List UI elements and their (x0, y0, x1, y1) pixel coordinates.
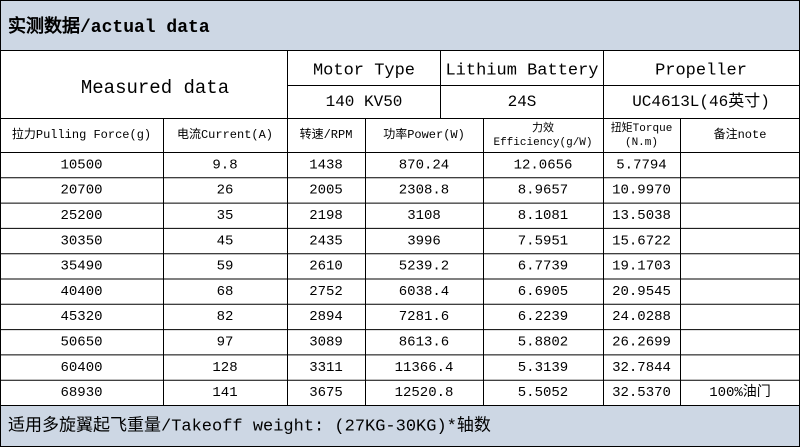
cell: 5.7794 (616, 157, 666, 173)
cell: 6038.4 (399, 284, 449, 300)
cell: 1438 (309, 157, 343, 173)
cell: 10.9970 (612, 183, 671, 199)
column-header: 转速/RPM (300, 126, 353, 142)
column-header: 备注note (714, 126, 767, 142)
footer: 适用多旋翼起飞重量/Takeoff weight: (27KG-30KG)*轴数 (8, 415, 491, 436)
cell: 19.1703 (612, 259, 671, 275)
cell: 2308.8 (399, 183, 449, 199)
cell: 97 (217, 334, 234, 350)
cell: 7.5951 (518, 233, 568, 249)
cell: 870.24 (399, 157, 449, 173)
column-header: (N.m) (625, 137, 658, 149)
cell: 3996 (407, 233, 441, 249)
cell: 45 (217, 233, 234, 249)
cell: 2198 (309, 208, 343, 224)
cell: 141 (212, 385, 237, 401)
cell: 68 (217, 284, 234, 300)
cell: 20.9545 (612, 284, 671, 300)
column-header: Efficiency(g/W) (493, 137, 592, 149)
battery-value: 24S (508, 93, 537, 111)
column-header: 拉力Pulling Force(g) (12, 126, 151, 142)
cell: 2894 (309, 309, 343, 325)
cell: 5.5052 (518, 385, 568, 401)
cell: 6.7739 (518, 259, 568, 275)
cell: 2610 (309, 259, 343, 275)
cell: 35490 (60, 259, 102, 275)
column-header: 电流Current(A) (177, 127, 273, 142)
cell: 45320 (60, 309, 102, 325)
propeller-value: UC4613L(46英寸) (632, 92, 770, 111)
cell: 5.3139 (518, 360, 568, 376)
propeller-label: Propeller (655, 61, 747, 80)
motor-value: 140 KV50 (326, 93, 403, 111)
measured-label: Measured data (81, 77, 229, 99)
cell: 50650 (60, 334, 102, 350)
cell: 6.6905 (518, 284, 568, 300)
cell: 12520.8 (395, 385, 454, 401)
cell: 32.5370 (612, 385, 671, 401)
cell: 26.2699 (612, 334, 671, 350)
cell: 3089 (309, 334, 343, 350)
cell: 82 (217, 309, 234, 325)
motor-label: Motor Type (313, 61, 415, 80)
cell: 8.1081 (518, 208, 568, 224)
cell: 20700 (60, 183, 102, 199)
column-header: 力效 (532, 120, 554, 135)
cell: 68930 (60, 385, 102, 401)
cell: 15.6722 (612, 233, 671, 249)
cell: 9.8 (212, 157, 237, 173)
column-header: 功率Power(W) (383, 126, 465, 142)
cell: 40400 (60, 284, 102, 300)
cell: 2435 (309, 233, 343, 249)
title: 实测数据/actual data (8, 15, 210, 38)
cell: 100%油门 (709, 384, 771, 401)
cell: 24.0288 (612, 309, 671, 325)
cell: 30350 (60, 233, 102, 249)
cell: 6.2239 (518, 309, 568, 325)
column-header: 扭矩Torque (611, 120, 673, 135)
cell: 3675 (309, 385, 343, 401)
cell: 3108 (407, 208, 441, 224)
cell: 128 (212, 360, 237, 376)
cell: 2005 (309, 183, 343, 199)
cell: 60400 (60, 360, 102, 376)
cell: 13.5038 (612, 208, 671, 224)
title-bar (0, 0, 800, 50)
cell: 3311 (309, 360, 343, 376)
cell: 11366.4 (395, 360, 454, 376)
footer-bar (0, 405, 800, 447)
cell: 32.7844 (612, 360, 671, 376)
cell: 2752 (309, 284, 343, 300)
cell: 59 (217, 259, 234, 275)
cell: 5.8802 (518, 334, 568, 350)
cell: 25200 (60, 208, 102, 224)
cell: 35 (217, 208, 234, 224)
cell: 26 (217, 183, 234, 199)
cell: 10500 (60, 157, 102, 173)
cell: 8.9657 (518, 183, 568, 199)
cell: 5239.2 (399, 259, 449, 275)
cell: 12.0656 (514, 157, 573, 173)
cell: 7281.6 (399, 309, 449, 325)
cell: 8613.6 (399, 334, 449, 350)
battery-label: Lithium Battery (445, 61, 598, 80)
